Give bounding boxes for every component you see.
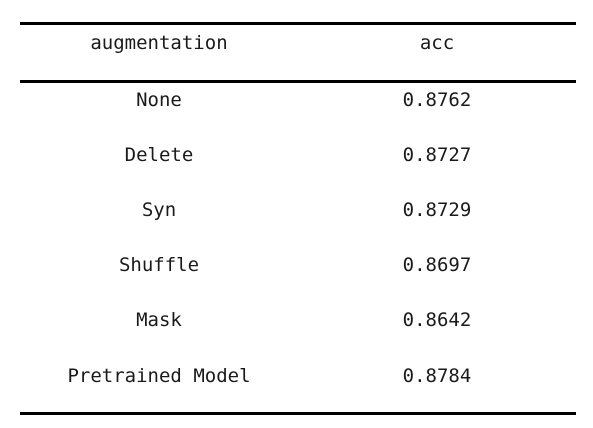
table-header-rule xyxy=(20,80,576,83)
row-augmentation: Syn xyxy=(141,199,177,221)
row-acc: 0.8727 xyxy=(402,144,472,166)
row-augmentation: Pretrained Model xyxy=(67,365,251,387)
row-augmentation: Shuffle xyxy=(118,254,200,276)
row-acc: 0.8697 xyxy=(402,254,472,276)
row-augmentation: None xyxy=(136,89,182,111)
table-top-rule xyxy=(20,22,576,25)
row-acc: 0.8784 xyxy=(402,365,472,387)
header-acc: acc xyxy=(419,32,455,54)
table-bottom-rule xyxy=(20,412,576,415)
row-acc: 0.8762 xyxy=(402,89,472,111)
row-acc: 0.8729 xyxy=(402,199,472,221)
row-acc: 0.8642 xyxy=(402,309,472,331)
row-augmentation: Delete xyxy=(124,144,194,166)
row-augmentation: Mask xyxy=(136,309,182,331)
header-augmentation: augmentation xyxy=(90,32,228,54)
